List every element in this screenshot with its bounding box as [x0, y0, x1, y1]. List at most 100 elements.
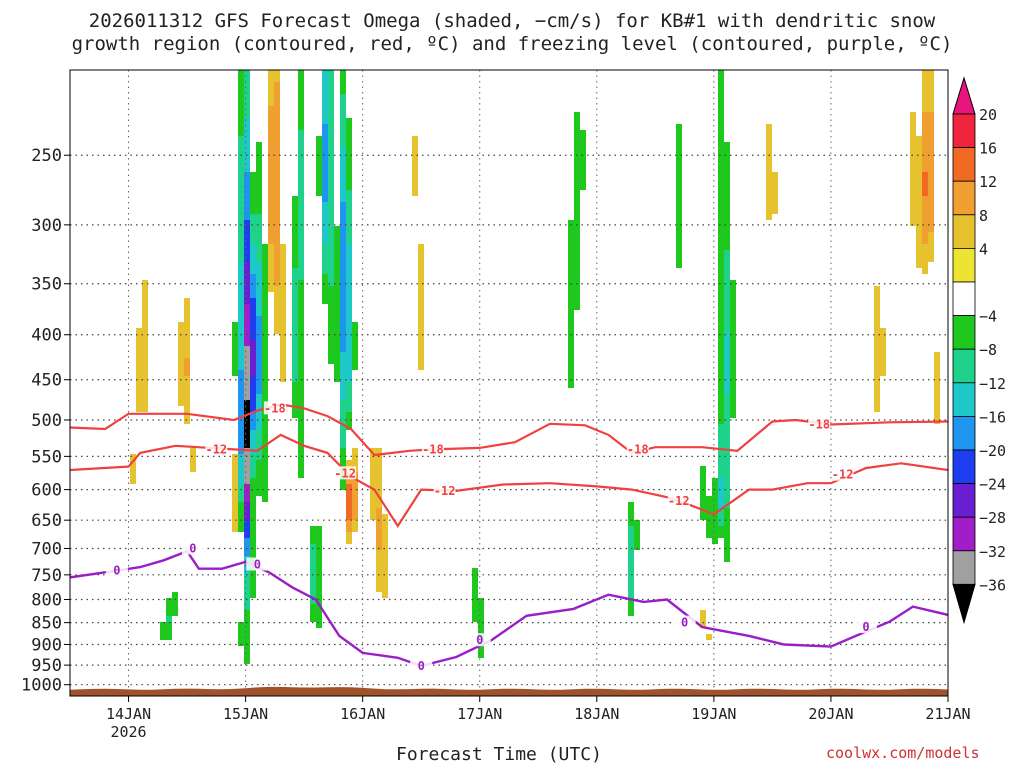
omega-cell [322, 226, 328, 232]
omega-cell [316, 550, 322, 556]
omega-cell [766, 130, 772, 136]
omega-cell [256, 322, 262, 328]
omega-cell [136, 376, 142, 382]
omega-cell [268, 154, 274, 160]
omega-cell [916, 166, 922, 172]
omega-cell [346, 190, 352, 196]
omega-cell [256, 358, 262, 364]
omega-cell [316, 184, 322, 190]
omega-cell [232, 364, 238, 370]
omega-cell [340, 208, 346, 214]
omega-cell [334, 352, 340, 358]
omega-cell [568, 352, 574, 358]
credit-link[interactable]: coolwx.com/models [826, 744, 980, 762]
omega-cell [322, 202, 328, 208]
omega-cell [238, 358, 244, 364]
omega-cell [328, 202, 334, 208]
omega-cell [340, 364, 346, 370]
omega-cell [244, 610, 250, 616]
omega-cell [322, 292, 328, 298]
omega-cell [244, 298, 250, 304]
label-zero: 0 [862, 620, 869, 634]
omega-cell [238, 382, 244, 388]
omega-cell [922, 226, 928, 232]
omega-cell [718, 340, 724, 346]
omega-cell [256, 280, 262, 286]
omega-cell [274, 238, 280, 244]
omega-cell [718, 238, 724, 244]
omega-cell [346, 370, 352, 376]
omega-cell [238, 268, 244, 274]
omega-cell [262, 418, 268, 424]
omega-cell [724, 220, 730, 226]
omega-cell [634, 526, 640, 532]
omega-cell [328, 280, 334, 286]
omega-cell [250, 466, 256, 472]
omega-cell [934, 382, 940, 388]
omega-cell [310, 550, 316, 556]
omega-cell [268, 196, 274, 202]
omega-cell [142, 322, 148, 328]
omega-cell [262, 316, 268, 322]
omega-cell [250, 580, 256, 586]
omega-cell [628, 562, 634, 568]
omega-cell [238, 280, 244, 286]
omega-cell [244, 460, 250, 466]
omega-cell [280, 364, 286, 370]
omega-cell [274, 100, 280, 106]
omega-cell [346, 382, 352, 388]
omega-cell [238, 364, 244, 370]
omega-cell [346, 478, 352, 484]
omega-cell [418, 316, 424, 322]
colorbar-bin [952, 516, 976, 552]
omega-cell [250, 280, 256, 286]
omega-cell [370, 502, 376, 508]
omega-cell [730, 382, 736, 388]
omega-cell [292, 334, 298, 340]
omega-cell [724, 232, 730, 238]
omega-cell [244, 328, 250, 334]
omega-cell [244, 178, 250, 184]
omega-cell [328, 106, 334, 112]
omega-cell [412, 154, 418, 160]
omega-cell [238, 214, 244, 220]
omega-cell [718, 274, 724, 280]
omega-cell [718, 70, 724, 76]
omega-cell [574, 154, 580, 160]
omega-cell [568, 316, 574, 322]
omega-cell [238, 304, 244, 310]
omega-cell [706, 502, 712, 508]
omega-cell [274, 208, 280, 214]
omega-cell [136, 370, 142, 376]
omega-cell [772, 202, 778, 208]
omega-cell [580, 184, 586, 190]
omega-cell [244, 124, 250, 130]
omega-cell [292, 376, 298, 382]
label-minus18: -18 [808, 418, 830, 432]
omega-cell [724, 196, 730, 202]
omega-cell [328, 94, 334, 100]
omega-cell [298, 424, 304, 430]
omega-cell [916, 208, 922, 214]
omega-cell [340, 388, 346, 394]
omega-cell [256, 166, 262, 172]
omega-cell [340, 328, 346, 334]
omega-cell [328, 238, 334, 244]
omega-cell [274, 268, 280, 274]
omega-cell [250, 544, 256, 550]
omega-cell [376, 460, 382, 466]
omega-cell [370, 460, 376, 466]
omega-cell [142, 316, 148, 322]
omega-cell [130, 478, 136, 484]
omega-cell [334, 274, 340, 280]
omega-cell [928, 118, 934, 124]
omega-cell [250, 364, 256, 370]
omega-cell [346, 460, 352, 466]
omega-cell [766, 214, 772, 220]
omega-cell [298, 262, 304, 268]
omega-cell [142, 280, 148, 286]
omega-cell [298, 304, 304, 310]
omega-cell [340, 112, 346, 118]
omega-cell [418, 340, 424, 346]
omega-cell [730, 346, 736, 352]
